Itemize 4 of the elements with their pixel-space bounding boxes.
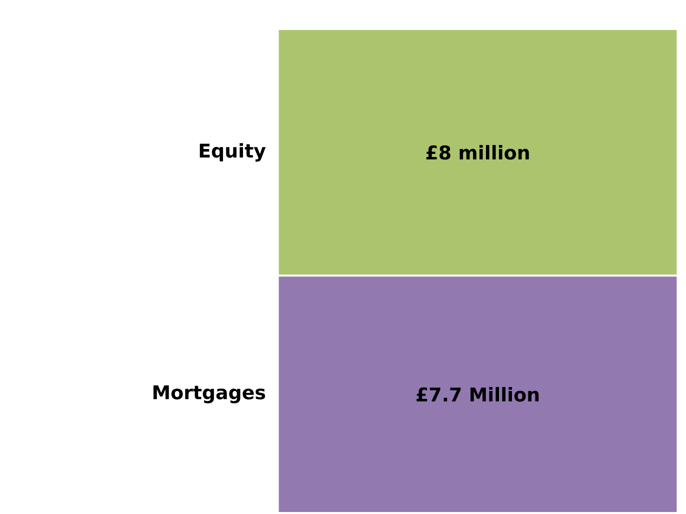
data-label: £7.7 Million [416, 387, 539, 402]
series-label: Equity [200, 143, 266, 162]
series-label: Mortgages [154, 385, 266, 404]
data-label: £8 million [426, 145, 529, 160]
